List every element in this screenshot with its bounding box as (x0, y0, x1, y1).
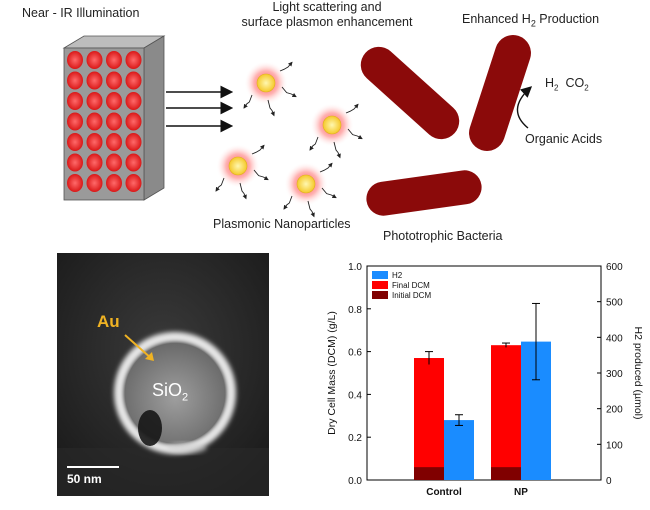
array-dot (86, 51, 103, 69)
illumination-label: Near - IR Illumination (22, 6, 140, 20)
array-dot (125, 174, 142, 192)
array-dot (106, 153, 122, 172)
left-tick-label: 0.0 (348, 476, 362, 487)
legend-swatch (372, 291, 388, 299)
schematic (62, 35, 533, 218)
bar-initial-dcm (491, 467, 521, 480)
array-dot (106, 133, 122, 151)
h2-co2-label: H2 CO2 (545, 76, 589, 93)
nanoparticle-array-panel (62, 35, 166, 201)
nanoparticles-label: Plasmonic Nanoparticles (213, 217, 351, 231)
array-dot (125, 133, 142, 151)
array-dot (67, 112, 83, 131)
bar-h2 (444, 420, 474, 480)
array-dot (67, 174, 83, 192)
left-tick-label: 0.2 (348, 433, 362, 444)
left-tick-label: 0.6 (348, 348, 362, 359)
sem-micrograph (57, 253, 269, 496)
array-dot (125, 153, 142, 172)
legend-label: H2 (392, 271, 403, 280)
array-dot (67, 133, 83, 151)
array-dot (106, 71, 122, 90)
organic-acids-label: Organic Acids (525, 132, 603, 146)
right-tick-label: 0 (606, 476, 612, 487)
nanoparticle (215, 144, 269, 200)
nanoparticle (283, 162, 337, 218)
bar-final-dcm (491, 345, 521, 480)
scale-bar-label: 50 nm (67, 472, 102, 486)
category-label: NP (514, 487, 528, 498)
legend-swatch (372, 271, 388, 279)
array-dot (106, 174, 122, 192)
conversion-arrow (516, 86, 533, 129)
au-pointer-arrow (124, 334, 153, 360)
scattering-label-line2: surface plasmon enhancement (241, 15, 413, 29)
legend-label: Initial DCM (392, 291, 431, 300)
au-label: Au (97, 312, 120, 331)
left-axis-label: Dry Cell Mass (DCM) (g/L) (326, 311, 338, 435)
array-dot (67, 71, 83, 90)
legend-label: Final DCM (392, 281, 430, 290)
sio2-label: SiO2 (152, 380, 189, 404)
array-dot (67, 51, 83, 69)
phototrophic-bacteria (360, 35, 531, 216)
left-tick-label: 0.4 (348, 390, 362, 401)
left-tick-label: 0.8 (348, 305, 362, 316)
right-tick-label: 600 (606, 262, 623, 273)
legend-swatch (372, 281, 388, 289)
dcm-h2-chart: 0.0 0.2 0.4 0.6 0.8 1.0 0 100 200 300 400 500 600 Dry… (326, 262, 644, 498)
bar-initial-dcm (414, 467, 444, 480)
right-axis-label: H2 produced (µmol) (632, 326, 644, 419)
array-dot (125, 51, 142, 69)
array-dot (86, 92, 103, 110)
nanoparticle (309, 103, 363, 159)
right-tick-label: 300 (606, 369, 623, 380)
array-dot (125, 71, 142, 90)
array-dot (106, 112, 122, 131)
bacteria-label: Phototrophic Bacteria (383, 229, 503, 243)
bacterium-3 (366, 170, 482, 216)
light-arrows (166, 85, 234, 133)
nanoparticle (243, 61, 297, 117)
enhanced-production-label: Enhanced H2 Production (462, 12, 600, 29)
scattering-label-line1: Light scattering and (272, 0, 382, 14)
array-dot (86, 133, 103, 151)
array-dot (67, 92, 83, 110)
array-dot (86, 174, 103, 192)
plasmonic-nanoparticles (215, 61, 363, 218)
array-dot (125, 112, 142, 131)
array-dot (67, 153, 83, 172)
right-tick-label: 500 (606, 298, 623, 309)
bacterium-2 (469, 35, 531, 151)
array-dot (106, 92, 122, 110)
array-dot (86, 112, 103, 131)
bacterium-1 (360, 46, 460, 140)
left-tick-label: 1.0 (348, 262, 362, 273)
array-dot (86, 153, 103, 172)
bar-final-dcm (414, 358, 444, 480)
right-tick-label: 100 (606, 440, 623, 451)
right-tick-label: 400 (606, 333, 623, 344)
array-dot (125, 92, 142, 110)
array-dot (106, 51, 122, 69)
category-label: Control (426, 487, 462, 498)
array-dot (86, 71, 103, 90)
right-tick-label: 200 (606, 405, 623, 416)
